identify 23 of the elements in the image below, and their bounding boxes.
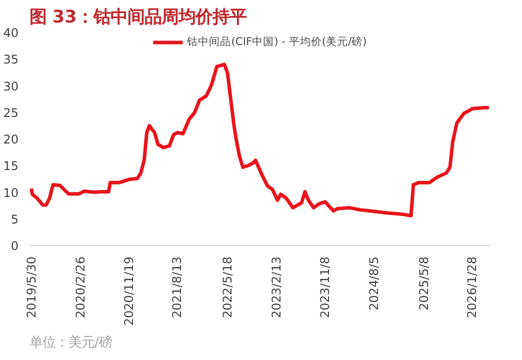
y-tick-label: 5 [10, 212, 19, 226]
x-tick-label: 2026/1/28 [465, 256, 480, 318]
y-tick-label: 25 [3, 106, 19, 120]
text: 单位：美元/磅 [30, 334, 112, 350]
x-tick-label: 2022/5/18 [220, 256, 235, 318]
chart-title: 图 33：钴中间品周均价持平 [30, 8, 247, 28]
legend-label: 钴中间品(CIF中国) - 平均价(美元/磅) [187, 35, 367, 49]
y-tick-label: 15 [3, 159, 19, 174]
x-tick-label: 2023/11/8 [318, 256, 332, 318]
y-tick-label: 0 [10, 239, 19, 253]
y-tick-label: 10 [3, 186, 19, 200]
x-tick-label: 2023/2/13 [270, 256, 284, 318]
x-tick-label: 2024/8/5 [367, 256, 382, 310]
line-series [30, 62, 490, 218]
y-tick-label: 35 [3, 52, 19, 67]
x-tick-label: 2025/5/8 [417, 256, 432, 310]
x-tick-label: 2019/5/30 [24, 256, 38, 318]
y-tick-label: 20 [3, 132, 19, 146]
x-tick-label: 2020/11/19 [122, 256, 136, 326]
x-tick-label: 2021/8/13 [170, 256, 184, 318]
y-tick-label: 40 [3, 26, 19, 40]
y-tick-label: 30 [3, 79, 19, 94]
x-tick-label: 2020/2/26 [74, 256, 88, 318]
